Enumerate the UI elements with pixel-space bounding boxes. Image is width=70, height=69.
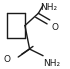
Text: NH₂: NH₂ [40, 3, 57, 12]
Text: O: O [51, 23, 58, 32]
Text: NH₂: NH₂ [43, 59, 60, 68]
Text: O: O [4, 55, 11, 64]
